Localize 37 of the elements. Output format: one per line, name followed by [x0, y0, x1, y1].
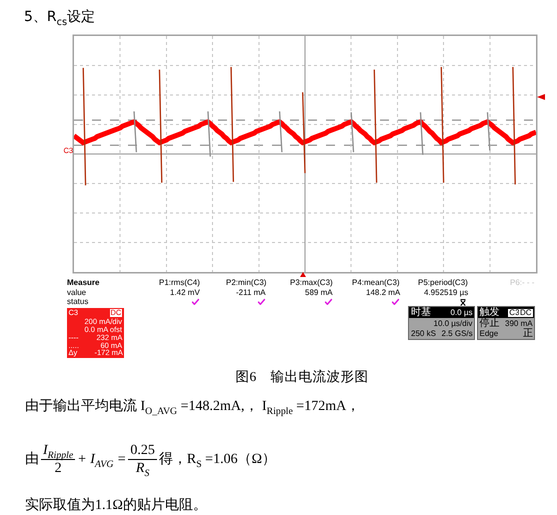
text: P6:- - -	[510, 278, 534, 287]
text: P2:min(C3)	[226, 278, 266, 287]
text: 实际取值为1.1Ω的贴片电阻。	[25, 498, 207, 512]
text: 148.2 mA	[366, 288, 400, 297]
text: 250 kS	[411, 328, 436, 338]
chart-title: 5、R$_{cs}$设定	[24, 9, 96, 28]
text: Edge	[480, 328, 498, 338]
text: 正	[523, 328, 533, 338]
text: 触发	[480, 306, 500, 318]
text: P3:max(C3)	[290, 278, 333, 287]
text: R$_{S}$	[136, 460, 150, 479]
text: status	[67, 297, 88, 306]
text: C3	[508, 308, 521, 316]
text: 由于输出平均电流 I$_{O_AVG}$ =148.2mA,， I$_{Ripple}$ =172mA，	[25, 398, 360, 416]
text: 时基	[411, 306, 431, 318]
text: 0.25	[129, 442, 156, 460]
text: 390 mA	[505, 318, 533, 328]
caption: 图6 输出电流波形图	[236, 369, 368, 384]
text: DC	[519, 308, 533, 316]
text: 589 mA	[305, 288, 333, 297]
text: Measure	[67, 278, 100, 287]
text: P1:rms(C4)	[159, 278, 200, 287]
text: P4:mean(C3)	[352, 278, 400, 287]
text: 2	[54, 460, 62, 477]
text: 0.0 µs	[450, 308, 472, 316]
text: value	[67, 288, 86, 297]
text: I$_{Ripple}$	[42, 442, 74, 460]
text: 停止	[480, 318, 500, 328]
text: 4.952519 µs	[424, 288, 468, 297]
text: 得，R$_{S}$ =1.06（Ω）	[158, 452, 276, 470]
text: 2.5 GS/s	[442, 328, 473, 338]
text: 10.0 µs/div	[434, 318, 472, 328]
text: P5:period(C3)	[418, 278, 468, 287]
text: + I$_{AVG}$ =	[77, 452, 126, 470]
text: 由	[25, 452, 39, 468]
text: 1.42 mV	[170, 288, 200, 297]
text: -211 mA	[236, 288, 266, 297]
